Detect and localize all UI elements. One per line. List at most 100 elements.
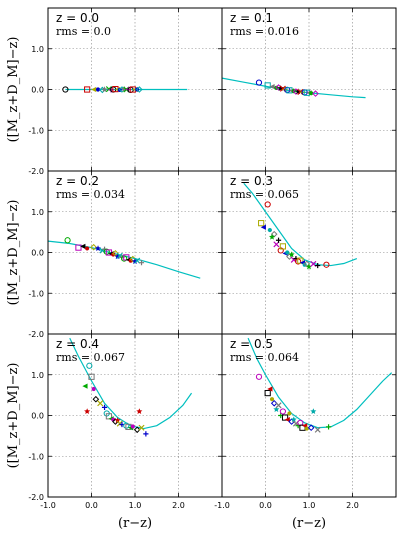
x-tick-label: 1.0	[129, 501, 142, 510]
panel-title: z = 0.0	[56, 11, 99, 25]
y-tick-label: -2.0	[28, 330, 44, 339]
data-point	[91, 86, 97, 93]
panel-title: z = 0.1	[230, 11, 273, 25]
panel-rms: rms = 0.034	[56, 188, 125, 201]
data-point	[284, 416, 290, 423]
x-axis-label: (r−z)	[118, 516, 152, 531]
data-point	[267, 386, 273, 392]
data-point	[305, 263, 313, 270]
data-point	[92, 395, 100, 403]
data-point	[138, 260, 145, 266]
y-tick-label: -1.0	[28, 289, 44, 298]
data-point	[97, 400, 104, 407]
data-point	[128, 258, 133, 263]
data-point	[111, 252, 116, 257]
data-point	[101, 404, 108, 410]
y-tick-label: 1.0	[31, 371, 44, 380]
y-tick-label: 0.0	[31, 86, 44, 95]
panel-title: z = 0.4	[56, 337, 99, 351]
data-point	[91, 386, 96, 392]
x-tick-label: -1.0	[40, 501, 56, 510]
panel-rms: rms = 0.065	[230, 188, 299, 201]
panel-title: z = 0.3	[230, 174, 273, 188]
y-tick-label: 0.0	[31, 249, 44, 258]
data-point	[95, 87, 101, 92]
data-point	[255, 373, 263, 380]
data-point	[114, 253, 121, 260]
data-point	[267, 228, 272, 233]
data-point	[270, 399, 278, 407]
panel-rms: rms = 0.0	[56, 25, 111, 38]
data-point	[288, 251, 295, 258]
data-point	[269, 397, 275, 402]
data-point	[84, 408, 91, 415]
x-tick-label: -1.0	[214, 501, 230, 510]
data-point	[264, 201, 271, 208]
data-point	[85, 246, 90, 251]
data-point	[290, 416, 297, 423]
data-point	[279, 243, 286, 250]
data-point	[315, 262, 321, 269]
data-point	[138, 424, 145, 431]
data-point	[75, 244, 82, 251]
panel-rms: rms = 0.064	[230, 351, 299, 364]
data-point	[133, 426, 141, 434]
data-point	[325, 424, 332, 430]
y-axis-label: ([M_z+D_M]−z)	[6, 200, 21, 306]
data-point	[314, 426, 321, 433]
data-point	[304, 426, 309, 431]
data-point	[323, 261, 330, 268]
data-point	[136, 86, 143, 93]
data-point	[285, 250, 290, 255]
data-point	[258, 220, 265, 227]
y-tick-label: -1.0	[28, 452, 44, 461]
data-point	[310, 260, 317, 267]
data-point	[62, 86, 69, 93]
panel-title: z = 0.2	[56, 174, 99, 188]
data-point	[273, 406, 280, 412]
data-point	[143, 431, 149, 437]
fit-curve	[243, 182, 358, 267]
data-point	[86, 362, 93, 369]
data-point	[114, 417, 121, 423]
data-point	[309, 91, 314, 96]
data-point	[275, 402, 282, 409]
data-point	[130, 424, 135, 429]
x-axis-label: (r−z)	[292, 516, 326, 531]
data-point	[80, 243, 86, 249]
data-point	[269, 84, 275, 90]
y-tick-label: -2.0	[28, 493, 44, 502]
data-point	[88, 373, 95, 380]
data-point	[297, 257, 304, 264]
data-point	[255, 79, 263, 86]
x-tick-label: 0.0	[85, 501, 98, 510]
data-point	[94, 245, 102, 252]
data-point	[279, 408, 286, 415]
x-tick-label: 2.0	[172, 501, 185, 510]
data-point	[275, 237, 282, 243]
data-point	[82, 383, 88, 389]
data-point	[90, 243, 97, 251]
panel-frame	[221, 333, 397, 498]
data-point	[101, 86, 108, 93]
fit-curve	[222, 77, 366, 99]
data-point	[260, 224, 266, 230]
data-point	[307, 424, 315, 432]
data-point	[84, 86, 91, 93]
data-point	[264, 389, 271, 397]
fit-curve	[247, 337, 393, 429]
data-point	[312, 90, 319, 97]
x-tick-label: 0.0	[259, 501, 272, 510]
data-point	[268, 233, 276, 240]
panel-rms: rms = 0.016	[230, 25, 299, 38]
panel-title: z = 0.5	[230, 337, 273, 351]
data-point	[64, 237, 71, 244]
